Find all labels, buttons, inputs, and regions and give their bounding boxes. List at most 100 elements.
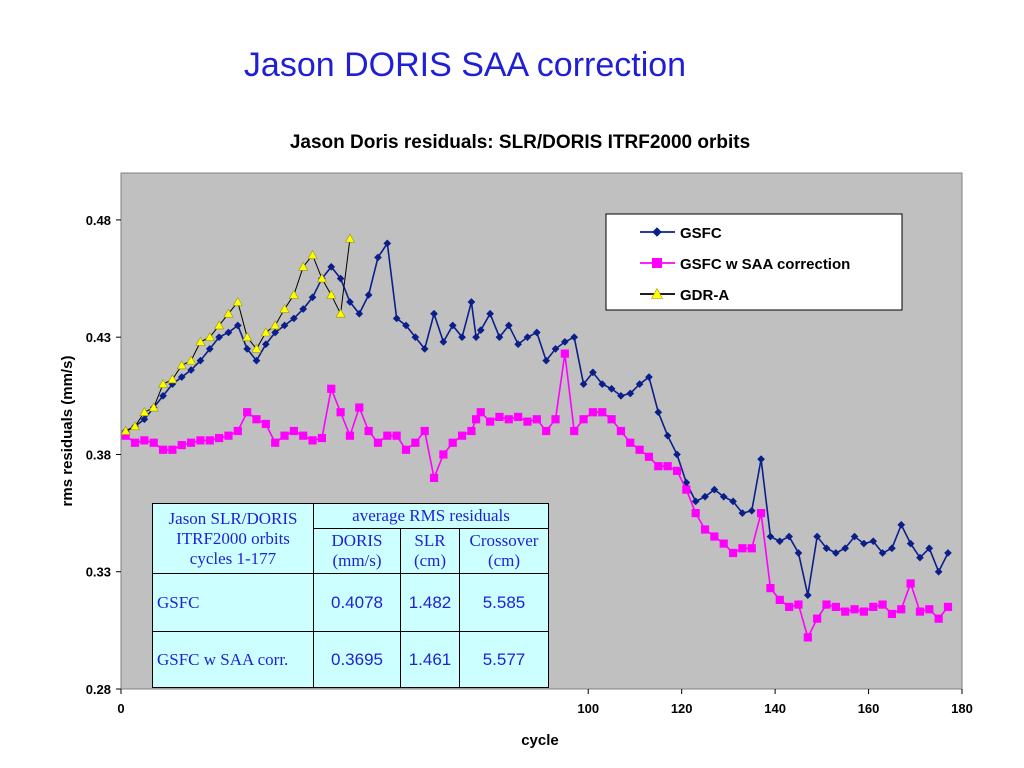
data-point [570,333,579,342]
data-point [813,532,822,541]
data-point [652,258,662,268]
data-point [224,431,233,440]
data-point [785,532,794,541]
data-point [766,532,775,541]
y-axis-label: rms residuals (mm/s) [59,356,76,507]
table-header-group: average RMS residuals [313,503,549,529]
x-tick-label: 180 [951,701,973,716]
data-point [728,548,738,558]
table-row: GSFC 0.4078 1.482 5.585 [152,573,549,632]
y-tick-label: 0.33 [86,565,111,580]
data-point [925,605,934,614]
data-point [307,249,318,259]
table-cell-slr: 1.461 [400,631,460,688]
data-point [411,438,420,447]
data-point [467,298,476,306]
data-point [364,426,373,436]
y-tick-label: 0.48 [86,213,111,228]
data-point [261,419,270,429]
data-point [326,289,337,299]
data-point [327,262,336,271]
data-point [710,485,719,494]
data-point [130,421,141,431]
data-point [299,305,308,313]
data-point [915,553,924,562]
data-point [822,544,831,553]
data-point [794,600,803,609]
data-point [139,407,150,417]
data-point [411,333,420,342]
data-point [682,485,691,494]
data-point [766,584,775,593]
data-point [869,537,878,546]
data-point [149,438,158,447]
data-point [233,426,242,436]
x-tick-label: 160 [858,701,880,716]
data-point [196,436,205,445]
data-point [270,320,281,330]
data-point [859,539,868,548]
data-point [186,355,197,365]
data-point [738,544,747,553]
data-point [214,320,225,330]
data-point [673,450,681,459]
data-point [878,549,887,557]
data-point [215,333,224,342]
data-point [233,321,242,330]
data-point [841,607,850,616]
slide-title: Jason DORIS SAA correction [243,46,687,84]
data-point [344,233,355,243]
data-point [392,431,401,440]
table-row: GSFC w SAA corr. 0.3695 1.461 5.577 [152,631,549,688]
data-point [757,455,766,464]
data-point [691,508,700,518]
data-point [495,412,504,422]
data-point [195,336,206,346]
x-tick-label: 100 [577,701,599,716]
data-point [635,445,644,454]
data-point [224,328,233,337]
data-point [897,520,906,529]
data-point [663,462,672,471]
data-point [570,426,579,436]
table-cell-doris: 0.3695 [313,631,401,688]
table-cell-slr: 1.482 [400,573,460,632]
data-point [345,431,355,440]
data-point [317,433,327,443]
data-point [747,544,756,553]
data-point [813,614,822,623]
table-header-slr: SLR (cm) [400,528,460,574]
data-point [140,436,149,445]
data-point [691,497,700,506]
data-point [616,391,625,400]
data-point [701,492,709,501]
data-point [186,438,196,447]
data-point [504,415,513,424]
data-point [551,344,560,353]
data-point [279,303,290,313]
data-point [915,607,925,616]
data-point [196,356,205,365]
data-point [336,408,345,417]
data-point [177,373,186,382]
legend: GSFC GSFC w SAA correction GDR-A [605,213,903,311]
data-point [831,549,840,557]
data-point [859,607,868,616]
data-point [616,426,626,436]
data-point [374,253,382,262]
x-axis-label: cycle [521,732,559,749]
data-point [756,508,766,518]
data-point [120,425,131,435]
data-point [850,532,859,541]
data-point [177,440,186,450]
data-point [448,321,457,330]
data-point [204,332,215,341]
data-point [514,340,523,349]
series-gdr-a [120,233,355,435]
data-point [700,525,710,534]
data-point [944,549,952,557]
data-point [205,344,214,353]
data-point [719,539,728,548]
series-line [125,241,949,596]
data-point [719,492,728,501]
